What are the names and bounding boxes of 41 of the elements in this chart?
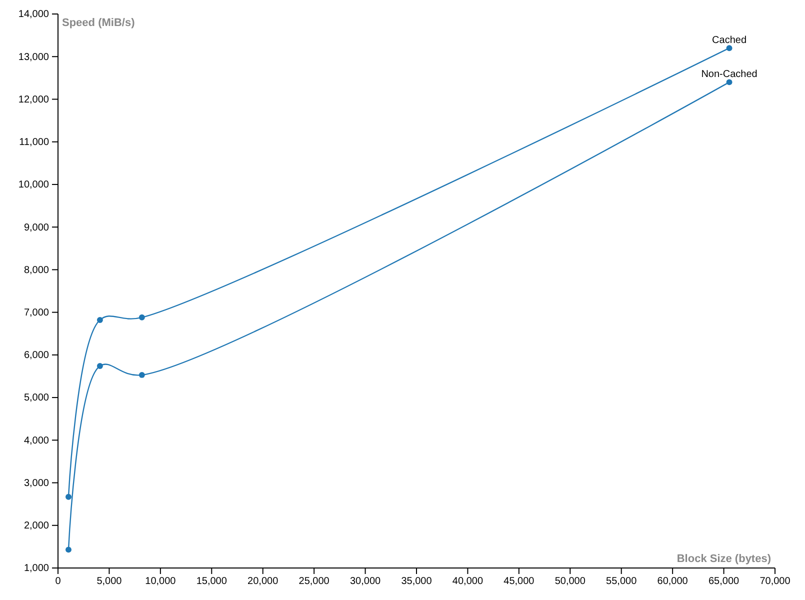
point bbox=[726, 79, 732, 86]
y-tick-label: 13,000 bbox=[18, 52, 50, 63]
x-tick-label: 60,000 bbox=[657, 576, 688, 587]
x-tick-label: 30,000 bbox=[350, 576, 382, 587]
y-tick-label: 14,000 bbox=[18, 9, 50, 20]
point bbox=[66, 494, 72, 500]
x-tick-label: 40,000 bbox=[452, 576, 484, 587]
x-tick-label: 10,000 bbox=[145, 576, 176, 587]
series-label: Non-Cached bbox=[701, 69, 758, 80]
y-tick-label: 1,000 bbox=[24, 563, 50, 574]
x-tick-label: 25,000 bbox=[298, 576, 330, 587]
x-tick-label: 5,000 bbox=[96, 576, 122, 587]
x-tick-label: 50,000 bbox=[554, 576, 586, 587]
point bbox=[138, 372, 145, 378]
y-tick-label: 5,000 bbox=[24, 392, 50, 404]
series-label: Cached bbox=[712, 35, 747, 46]
point bbox=[726, 45, 732, 52]
point bbox=[96, 363, 103, 369]
y-tick-label: 6,000 bbox=[24, 350, 50, 362]
x-tick-label: 0 bbox=[55, 576, 62, 587]
x-tick-label: 45,000 bbox=[504, 576, 535, 587]
x-tick-label: 65,000 bbox=[708, 576, 740, 587]
y-tick-label: 4,000 bbox=[24, 435, 50, 446]
x-axis-title: Block Size (bytes) bbox=[676, 553, 772, 565]
x-tick-label: 35,000 bbox=[401, 576, 432, 587]
y-tick-label: 11,000 bbox=[19, 137, 50, 148]
y-tick-label: 9,000 bbox=[24, 222, 50, 234]
x-tick-label: 55,000 bbox=[606, 576, 638, 587]
y-tick-label: 10,000 bbox=[18, 180, 50, 191]
y-tick-label: 12,000 bbox=[18, 94, 50, 106]
x-tick-label: 70,000 bbox=[760, 576, 791, 587]
y-tick-label: 3,000 bbox=[24, 478, 50, 489]
point bbox=[96, 317, 103, 323]
x-tick-label: 20,000 bbox=[248, 576, 279, 587]
y-axis-title: Speed (MiB/s) bbox=[62, 17, 136, 29]
y-tick-label: 2,000 bbox=[24, 520, 50, 532]
y-tick-label: 7,000 bbox=[24, 308, 50, 319]
point bbox=[138, 314, 145, 320]
point bbox=[66, 546, 72, 553]
x-tick-label: 15,000 bbox=[196, 576, 228, 587]
y-tick-label: 8,000 bbox=[24, 264, 50, 276]
